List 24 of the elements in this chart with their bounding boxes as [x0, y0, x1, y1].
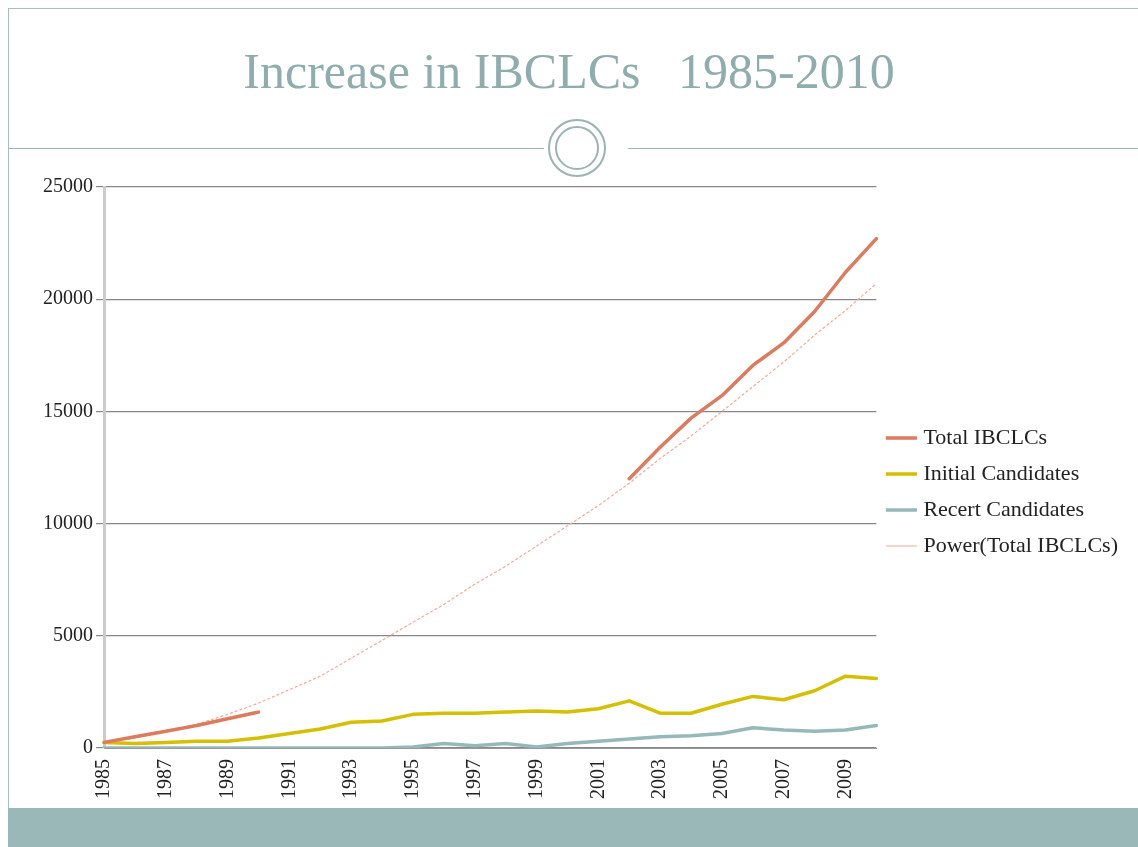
- y-tick-label: 15000: [43, 398, 93, 421]
- y-tick-label: 20000: [43, 286, 93, 309]
- legend-label: Initial Candidates: [923, 459, 1080, 485]
- legend-label: Power(Total IBCLCs): [923, 531, 1118, 557]
- x-tick-label: 1987: [153, 759, 176, 799]
- x-tick-label: 1995: [400, 759, 423, 799]
- legend-label: Total IBCLCs: [923, 423, 1048, 449]
- x-tick-label: 1991: [276, 759, 299, 799]
- x-tick-label: 1989: [214, 759, 237, 799]
- chart-title: Increase in IBCLCs 1985-2010: [242, 42, 896, 100]
- x-tick-label: 1999: [523, 759, 546, 799]
- x-tick-label: 1993: [338, 759, 361, 799]
- x-tick-label: 2005: [709, 759, 732, 799]
- y-tick-label: 10000: [43, 510, 93, 533]
- x-tick-label: 2001: [585, 759, 608, 799]
- x-tick-label: 1985: [91, 759, 114, 799]
- y-tick-label: 25000: [43, 174, 93, 197]
- y-tick-label: 0: [83, 735, 93, 758]
- x-tick-label: 2003: [647, 759, 670, 799]
- x-tick-label: 2007: [770, 759, 793, 799]
- legend-label: Recert Candidates: [923, 495, 1085, 521]
- x-tick-label: 1997: [462, 759, 484, 799]
- y-tick-label: 5000: [53, 623, 93, 646]
- x-tick-label: 2009: [832, 759, 855, 799]
